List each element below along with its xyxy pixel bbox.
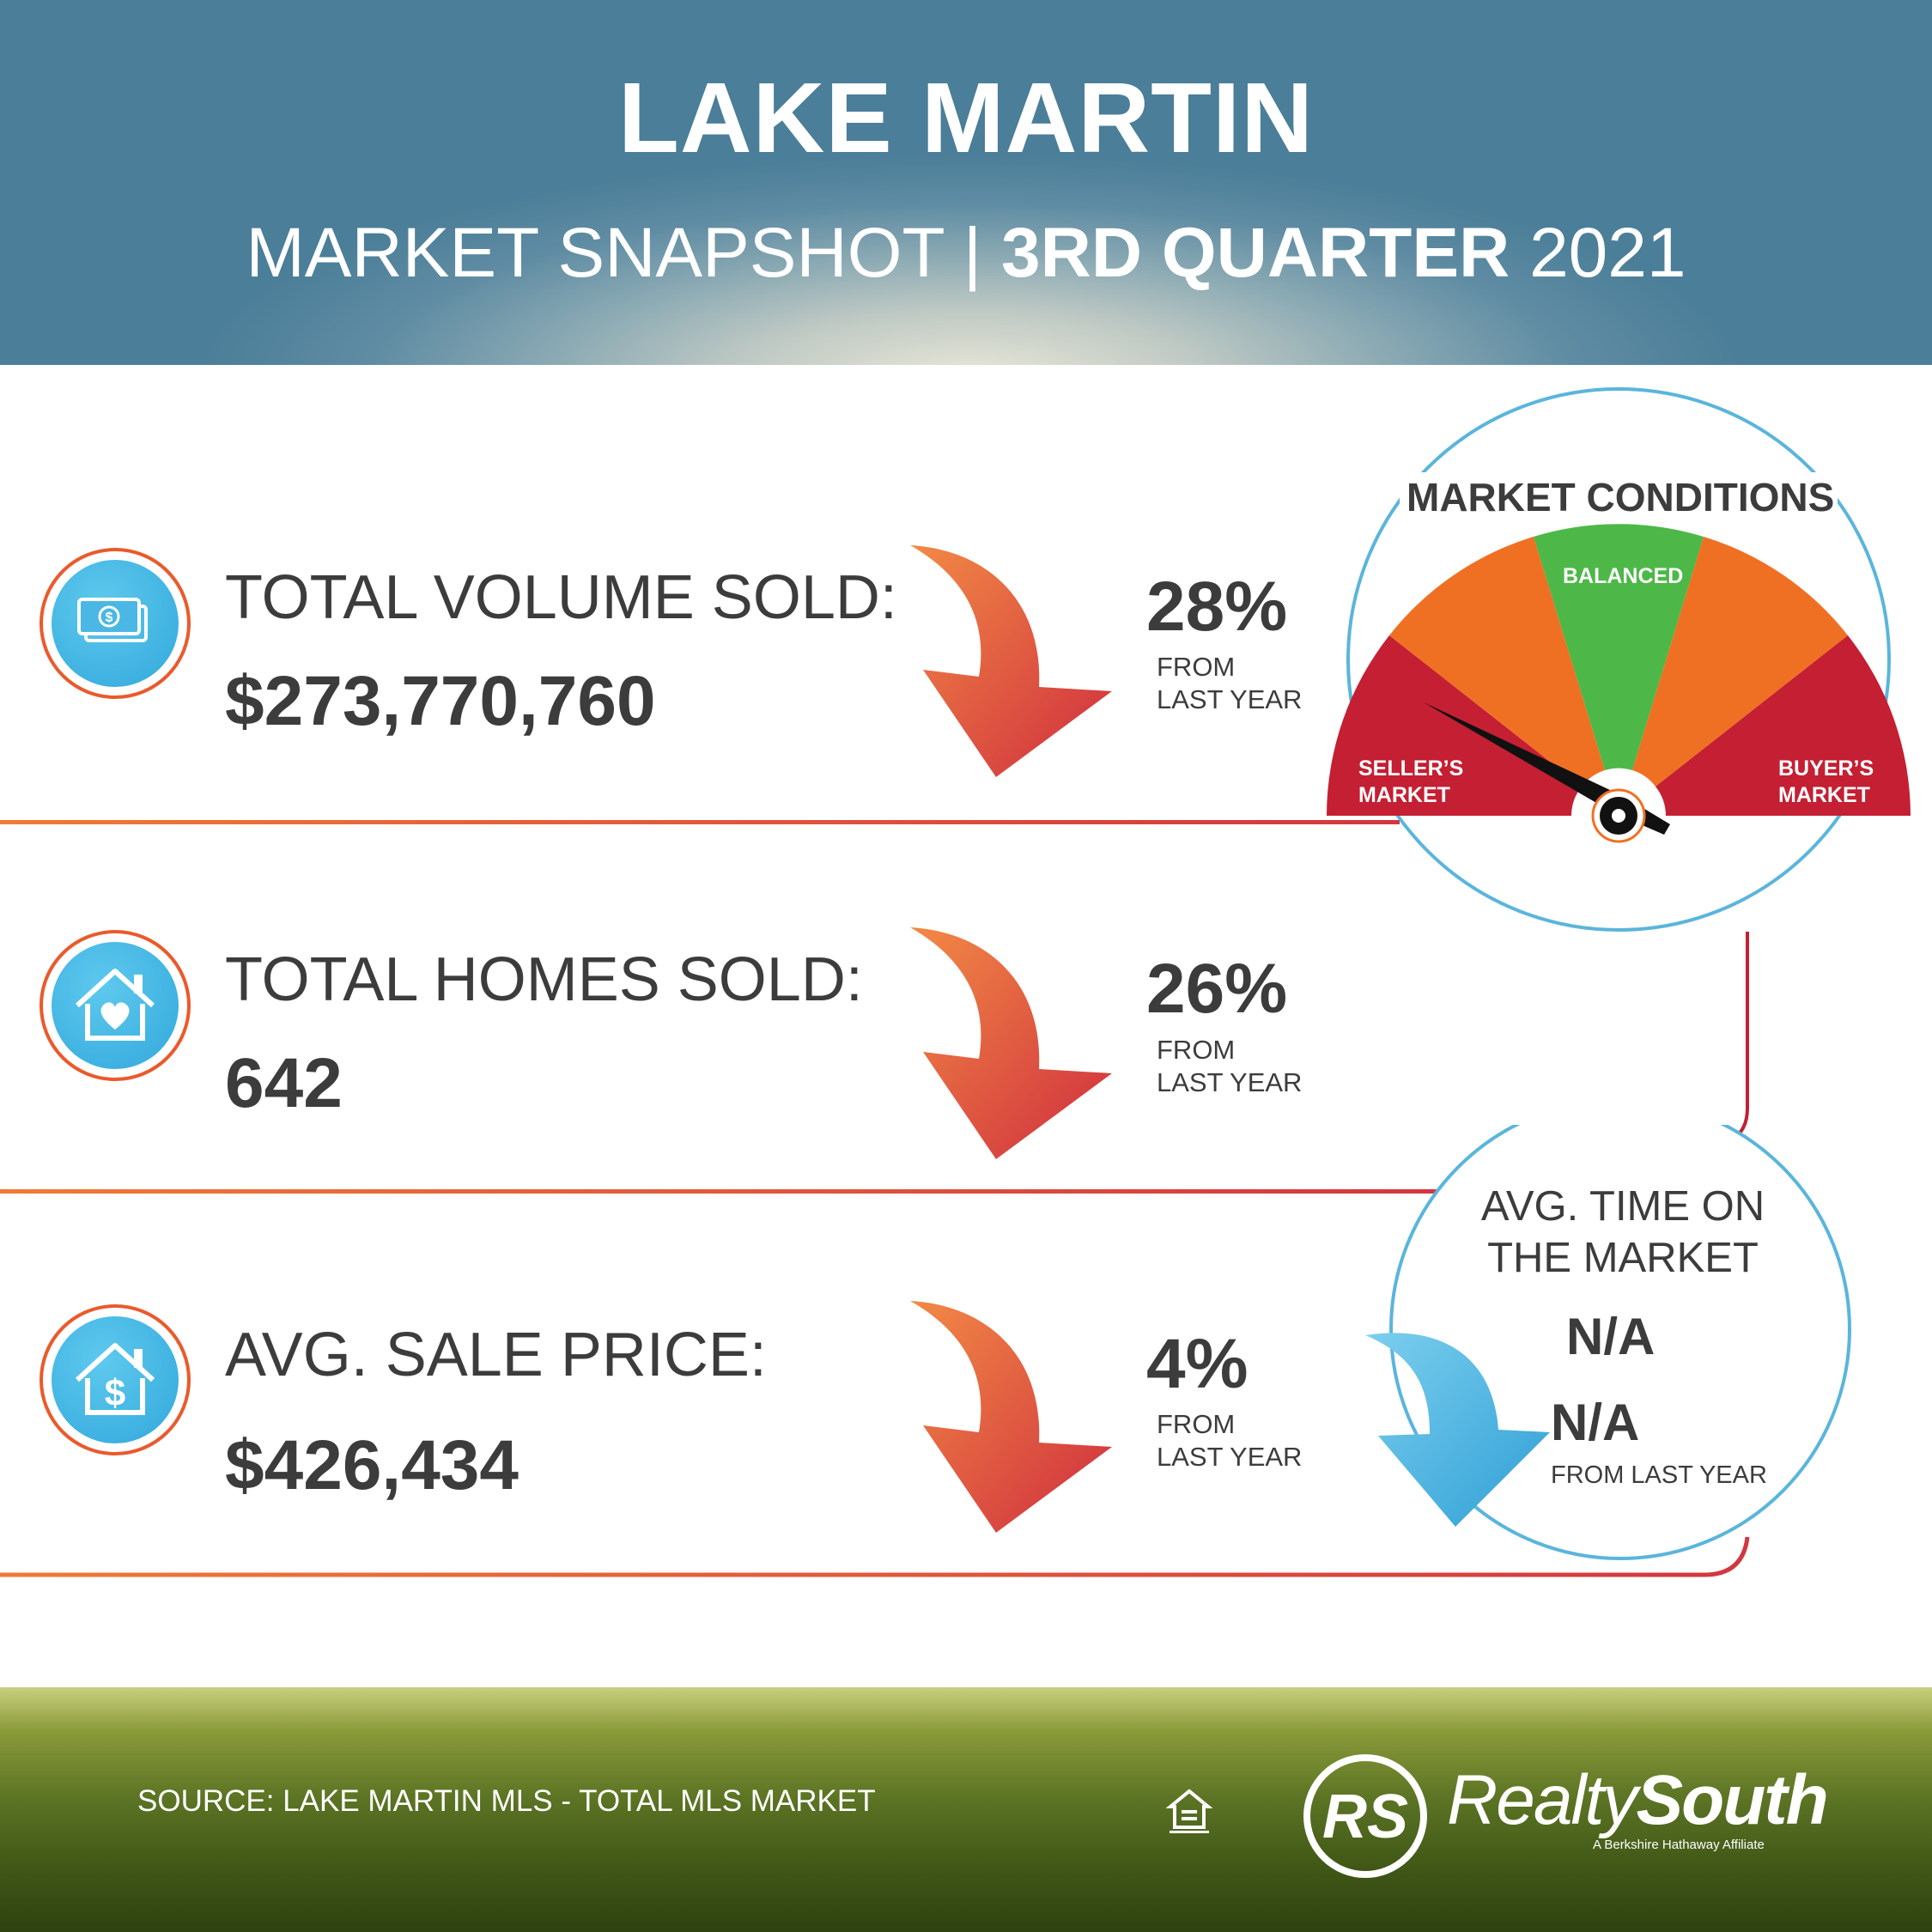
equal-housing-icon [1166,1789,1212,1833]
house-heart-icon-disc [52,942,179,1069]
stat-from-homes-1: FROM [1157,1035,1236,1065]
house-heart-icon-ring [39,930,191,1081]
avg-time-title: AVG. TIME ON THE MARKET [1443,1181,1803,1284]
page-title: LAKE MARTIN [617,62,1315,173]
avg-time-from: FROM LAST YEAR [1551,1461,1767,1489]
stat-label-volume: TOTAL VOLUME SOLD: [225,563,897,632]
stat-from-volume-1: FROM [1157,652,1236,682]
avg-time-value: N/A [1566,1308,1656,1365]
svg-text:$: $ [106,611,113,625]
stat-label-homes: TOTAL HOMES SOLD: [225,945,863,1014]
stat-from-homes-2: LAST YEAR [1157,1067,1303,1097]
gauge-label-balanced: BALANCED [1563,564,1684,588]
money-icon: $ [77,598,148,642]
divider-rule-1 [0,820,1400,824]
money-icon-ring: $ [39,548,191,699]
down-arrow-icon [910,1301,1112,1533]
house-dollar-icon: $ [75,1343,155,1415]
header-sky-background [0,0,1932,365]
stat-change-volume: 28% [1146,568,1288,646]
subtitle-year: 2021 [1529,214,1686,292]
avg-time-title-line1: AVG. TIME ON [1480,1183,1765,1230]
brand-tagline: A Berkshire Hathaway Affiliate [1593,1838,1765,1852]
stat-value-homes: 642 [225,1044,343,1122]
divider-rule-3 [0,1536,1750,1577]
gauge-segment-buyers [1656,635,1911,816]
stat-from-volume-2: LAST YEAR [1157,684,1303,714]
gauge-label-sellers-2: MARKET [1358,783,1450,807]
gauge-label-buyers-1: BUYER’S [1778,756,1874,781]
gauge-label-buyers-2: MARKET [1778,783,1870,807]
avg-time-panel [1365,1125,1851,1560]
house-dollar-icon-ring: $ [39,1304,191,1455]
avg-time-change: N/A [1551,1394,1640,1451]
subtitle-divider: | [963,214,982,292]
gauge-label-sellers-1: SELLER’S [1358,756,1464,781]
blue-down-arrow-icon [1365,1333,1550,1527]
realtysouth-logo-mark: RS [1303,1754,1427,1878]
stat-from-price-1: FROM [1157,1409,1236,1439]
divider-rule-2 [0,1189,1443,1194]
market-conditions-gauge [1327,387,1911,932]
stat-value-volume: $273,770,760 [225,662,656,740]
stat-change-homes: 26% [1146,950,1288,1028]
market-conditions-title: MARKET CONDITIONS [1406,475,1835,519]
down-arrow-icon [910,545,1112,777]
brand-name: RealtySouth [1447,1760,1829,1841]
footer-grass-background [0,1687,1932,1932]
brand-name-bold: South [1636,1761,1828,1839]
svg-text:$: $ [105,1372,125,1414]
gauge-segment-right-orange [1632,537,1848,787]
stat-from-price-2: LAST YEAR [1157,1442,1303,1472]
connector-vertical [1721,932,1749,1144]
gauge-segment-sellers [1327,635,1582,816]
stat-label-price: AVG. SALE PRICE: [225,1321,767,1389]
subtitle-quarter: 3RD QUARTER [1001,214,1510,292]
gauge-segment-balanced [1534,524,1704,770]
brand-name-light: Realty [1447,1761,1637,1839]
subtitle-text: MARKET SNAPSHOT [246,214,945,292]
down-arrow-icon [910,927,1112,1159]
house-dollar-icon-disc: $ [52,1316,179,1443]
stat-value-price: $426,434 [225,1426,519,1504]
logo-mark-text: RS [1322,1783,1408,1851]
avg-time-title-line2: THE MARKET [1487,1235,1759,1281]
house-heart-icon [75,969,155,1041]
money-icon-disc: $ [52,560,179,687]
stat-change-price: 4% [1146,1325,1249,1403]
gauge-segment-left-orange [1389,537,1605,787]
page-subtitle: MARKET SNAPSHOT | 3RD QUARTER 2021 [0,213,1932,294]
source-note: SOURCE: LAKE MARTIN MLS - TOTAL MLS MARK… [137,1784,876,1818]
